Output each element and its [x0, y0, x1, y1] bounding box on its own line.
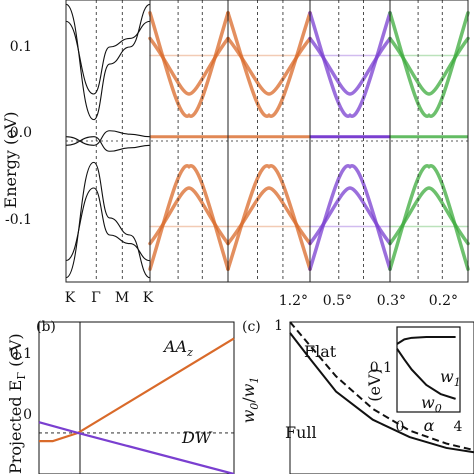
panel-c-ytick-1: 1 [274, 318, 283, 334]
curve-label-full: Full [285, 423, 317, 442]
band-line-3 [65, 136, 151, 152]
inset-plot [396, 336, 456, 400]
inset-xlabel: α [424, 416, 435, 435]
inset-xtick-0: 0 [396, 419, 405, 435]
inset-series-0 [396, 336, 456, 345]
weighted-band-1-1 [148, 186, 230, 246]
panel-c-series-0 [289, 321, 474, 452]
line-label-aa: AAz [162, 337, 193, 359]
weighted-band-4-0 [388, 11, 470, 118]
line-label-aa-main: AA [162, 337, 187, 356]
panel-c-label: (c) [242, 319, 261, 335]
kpath-label-gamma: Γ [91, 290, 101, 306]
weighted-band-1-0 [148, 11, 230, 118]
weighted-band-3-0 [308, 11, 392, 118]
inset-label-w1: w1 [440, 367, 461, 389]
panel-c-plot [289, 321, 474, 474]
weighted-band-2-0 [226, 164, 312, 271]
panel-b: (b) Projected EΓ (eV) 0.1 0 AAz DW [6, 319, 235, 474]
inset-ylabel: (eV) [365, 368, 384, 402]
band-panel-4 [388, 11, 470, 271]
angle-label-3: 0.3° [377, 293, 406, 309]
inset-xtick-4: 4 [454, 419, 463, 435]
band-panel-3 [308, 11, 392, 271]
weighted-band-3-0 [308, 164, 392, 271]
line-label-aa-sub: z [186, 346, 193, 359]
panel-a-ytick-0.1: 0.1 [10, 39, 32, 55]
weighted-band-2-1 [226, 36, 312, 96]
kpath-label-M: M [115, 290, 129, 306]
band-panel-2 [226, 11, 312, 271]
panel-c-series-1 [289, 332, 474, 454]
weighted-band-3-1 [308, 36, 392, 96]
band-line-4 [65, 161, 151, 279]
panel-a-ylabel: Energy (eV) [1, 112, 20, 209]
bands-panel-black [65, 3, 151, 279]
panel-c: (c) w0/w1 1 Flat Full 0.1 (eV) 0 4 α w1 … [239, 318, 474, 474]
curve-label-flat: Flat [304, 342, 337, 361]
panel-b-series-0 [39, 337, 235, 443]
angle-label-2: 0.5° [323, 293, 352, 309]
panel-a-ytick-0.0: 0.0 [10, 125, 32, 141]
panel-c-ylabel: w0/w1 [239, 377, 261, 424]
weighted-band-4-0 [388, 164, 470, 271]
inset: 0.1 (eV) 0 4 α w1 w0 [365, 326, 463, 435]
band-panel-1 [148, 11, 230, 271]
angle-label-1: 1.2° [279, 293, 308, 309]
weighted-band-4-1 [388, 186, 470, 246]
panel-c-ylabel-w0: w [239, 409, 258, 423]
weighted-band-1-0 [148, 164, 230, 271]
weighted-band-4-1 [388, 36, 470, 96]
panel-b-ylabel: Projected EΓ (eV) [6, 333, 28, 474]
panel-c-frame [289, 321, 474, 474]
panel-b-ytick-0: 0 [23, 407, 32, 423]
kpath-label-K1: K [65, 290, 76, 306]
panel-b-ylabel-unit: (eV) [6, 333, 25, 367]
panel-a-ytick-neg0.1: -0.1 [5, 212, 32, 228]
panel-b-ytick-0.1: 0.1 [10, 346, 32, 362]
band-line-0 [65, 3, 151, 121]
weighted-band-1-1 [148, 36, 230, 96]
inset-ytick-0.1: 0.1 [370, 360, 392, 376]
panel-a-frames [65, 0, 469, 283]
panel-a: Energy (eV) 0.1 0.0 -0.1 K Γ M K 1.2° 0.… [1, 0, 470, 309]
weighted-band-2-0 [226, 11, 312, 118]
panel-b-series-1 [38, 421, 235, 474]
bands-panels-color [148, 11, 470, 271]
panel-b-frame [38, 321, 235, 474]
panel-c-ylabel-w1: w [239, 383, 258, 397]
band-line-2 [65, 130, 151, 146]
line-label-dw: DW [181, 428, 213, 447]
panel-b-ylabel-sub: Γ [15, 372, 28, 380]
panel-b-plot [38, 321, 235, 474]
inset-label-w0: w0 [421, 393, 442, 415]
panel-b-label: (b) [36, 319, 56, 335]
band-line-1 [65, 20, 151, 95]
panel-b-ylabel-main: Projected E [6, 380, 25, 474]
kpath-label-K2: K [143, 290, 154, 306]
weighted-band-2-1 [226, 186, 312, 246]
band-line-5 [65, 187, 151, 262]
weighted-band-3-1 [308, 186, 392, 246]
inset-series-1 [396, 348, 456, 400]
angle-label-4: 0.2° [429, 293, 458, 309]
